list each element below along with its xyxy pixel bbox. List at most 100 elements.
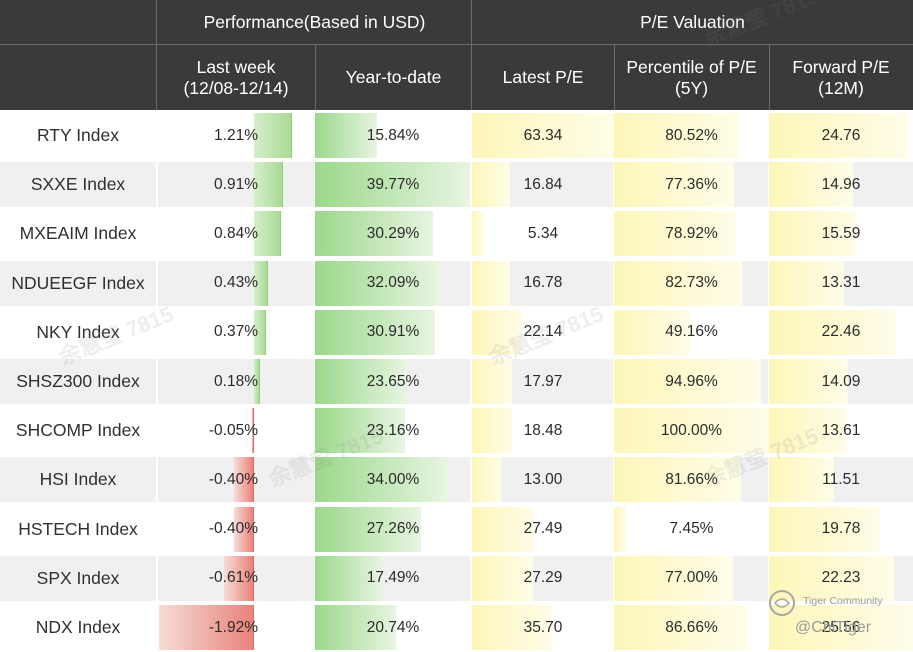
latest-pe-bar bbox=[472, 555, 534, 601]
forward-pe-value: 15.59 bbox=[821, 224, 861, 242]
latest-pe-bar bbox=[472, 457, 502, 503]
last-week-value: -0.40% bbox=[208, 470, 258, 488]
column-gap bbox=[470, 455, 472, 505]
header-divider bbox=[0, 44, 913, 45]
header-last-week-line2: (12/08-12/14) bbox=[183, 77, 289, 98]
forward-pe-value: 11.51 bbox=[822, 470, 860, 488]
ytd-value: 20.74% bbox=[366, 618, 420, 636]
ytd-value: 23.65% bbox=[366, 372, 420, 390]
last-week-value: -0.61% bbox=[208, 569, 258, 587]
header-group-performance: Performance(Based in USD) bbox=[203, 12, 426, 32]
latest-pe-bar bbox=[472, 605, 553, 650]
index-name: NKY Index bbox=[36, 321, 120, 342]
column-gap bbox=[156, 160, 158, 210]
percentile-bar bbox=[614, 211, 737, 257]
last-week-bar bbox=[254, 113, 293, 158]
header-percentile-line2: (5Y) bbox=[674, 77, 709, 98]
percentile-bar bbox=[614, 260, 743, 306]
ytd-value: 15.84% bbox=[366, 126, 420, 144]
last-week-value: 0.37% bbox=[214, 323, 258, 341]
row-stripe bbox=[0, 457, 913, 503]
latest-pe-bar bbox=[472, 408, 514, 454]
table-row: HSTECH Index -0.40% 27.26% 27.49 7.45% 19.78 bbox=[0, 504, 913, 554]
latest-pe-value: 16.84 bbox=[523, 175, 563, 193]
forward-pe-value: 13.61 bbox=[821, 421, 861, 439]
header-last-week: Last week (12/08-12/14) bbox=[157, 45, 315, 110]
table-row: RTY Index 1.21% 15.84% 63.34 80.52% 24.76 bbox=[0, 111, 913, 160]
tiger-logo-icon bbox=[769, 590, 795, 616]
forward-pe-bar bbox=[769, 260, 844, 306]
percentile-value: 100.00% bbox=[660, 421, 723, 439]
header-latest-pe: Latest P/E bbox=[502, 67, 584, 87]
ytd-bar bbox=[315, 605, 396, 650]
last-week-value: 1.21% bbox=[214, 126, 258, 144]
forward-pe-bar bbox=[769, 309, 896, 355]
column-gap bbox=[470, 357, 472, 406]
column-gap bbox=[470, 209, 472, 259]
latest-pe-bar bbox=[472, 309, 522, 355]
column-gap bbox=[156, 357, 158, 406]
percentile-value: 78.92% bbox=[665, 224, 718, 242]
last-week-value: 0.84% bbox=[214, 224, 258, 242]
ytd-value: 34.00% bbox=[366, 470, 420, 488]
index-name: SPX Index bbox=[36, 567, 120, 588]
forward-pe-bar bbox=[769, 113, 909, 158]
percentile-bar bbox=[614, 113, 739, 158]
ytd-bar bbox=[315, 408, 406, 454]
column-gap bbox=[470, 603, 472, 652]
last-week-value: 0.18% bbox=[214, 372, 258, 390]
header-last-week-line1: Last week bbox=[196, 56, 276, 77]
column-gap bbox=[470, 111, 472, 160]
table-row: HSI Index -0.40% 34.00% 13.00 81.66% 11.51 bbox=[0, 455, 913, 505]
percentile-value: 7.45% bbox=[669, 520, 714, 538]
ytd-value: 32.09% bbox=[366, 274, 420, 292]
ytd-bar bbox=[315, 457, 448, 503]
latest-pe-value: 27.29 bbox=[523, 569, 563, 587]
column-gap bbox=[156, 603, 158, 652]
latest-pe-bar bbox=[472, 162, 510, 208]
header-group-pe: P/E Valuation bbox=[640, 12, 745, 32]
column-gap bbox=[470, 307, 472, 357]
header-divider bbox=[315, 45, 316, 110]
header-ytd: Year-to-date bbox=[345, 67, 442, 87]
column-gap bbox=[470, 258, 472, 308]
latest-pe-bar bbox=[472, 359, 513, 404]
percentile-value: 80.52% bbox=[665, 126, 718, 144]
table-row: NDX Index -1.92% 20.74% 35.70 86.66% 25.56 bbox=[0, 603, 913, 652]
percentile-bar bbox=[614, 359, 762, 404]
ytd-bar bbox=[315, 113, 377, 158]
forward-pe-value: 24.76 bbox=[821, 126, 861, 144]
latest-pe-bar bbox=[472, 211, 484, 257]
forward-pe-bar bbox=[769, 605, 913, 650]
index-name: NDX Index bbox=[35, 617, 121, 637]
header-divider bbox=[471, 0, 472, 110]
header-divider bbox=[614, 45, 615, 110]
latest-pe-value: 17.97 bbox=[523, 372, 563, 390]
table-row: SHCOMP Index -0.05% 23.16% 18.48 100.00% 13.6… bbox=[0, 406, 913, 456]
percentile-bar bbox=[614, 162, 734, 208]
table-row: NDUEEGF Index 0.43% 32.09% 16.78 82.73% 13.31 bbox=[0, 258, 913, 308]
tiger-handle: @ChiTiger bbox=[795, 619, 872, 636]
forward-pe-bar bbox=[769, 408, 846, 454]
column-gap bbox=[156, 307, 158, 357]
last-week-bar bbox=[159, 605, 254, 650]
last-week-bar bbox=[234, 506, 254, 552]
percentile-value: 81.66% bbox=[665, 470, 718, 488]
percentile-bar bbox=[614, 605, 749, 650]
header-forward-pe: Forward P/E (12M) bbox=[769, 45, 913, 110]
latest-pe-value: 63.34 bbox=[523, 126, 563, 144]
column-gap bbox=[156, 406, 158, 456]
column-gap bbox=[156, 553, 158, 603]
tiger-community-branding: Tiger Community @ChiTiger bbox=[767, 587, 907, 645]
percentile-value: 82.73% bbox=[665, 274, 718, 292]
ytd-value: 30.29% bbox=[366, 224, 420, 242]
column-gap bbox=[470, 160, 472, 210]
index-name: NDUEEGF Index bbox=[11, 272, 145, 293]
latest-pe-value: 13.00 bbox=[523, 470, 563, 488]
percentile-value: 77.00% bbox=[665, 569, 718, 587]
ytd-bar bbox=[315, 260, 441, 306]
forward-pe-value: 22.23 bbox=[821, 569, 861, 587]
latest-pe-value: 5.34 bbox=[527, 224, 559, 242]
forward-pe-value: 22.46 bbox=[821, 323, 861, 341]
last-week-bar bbox=[254, 260, 268, 306]
